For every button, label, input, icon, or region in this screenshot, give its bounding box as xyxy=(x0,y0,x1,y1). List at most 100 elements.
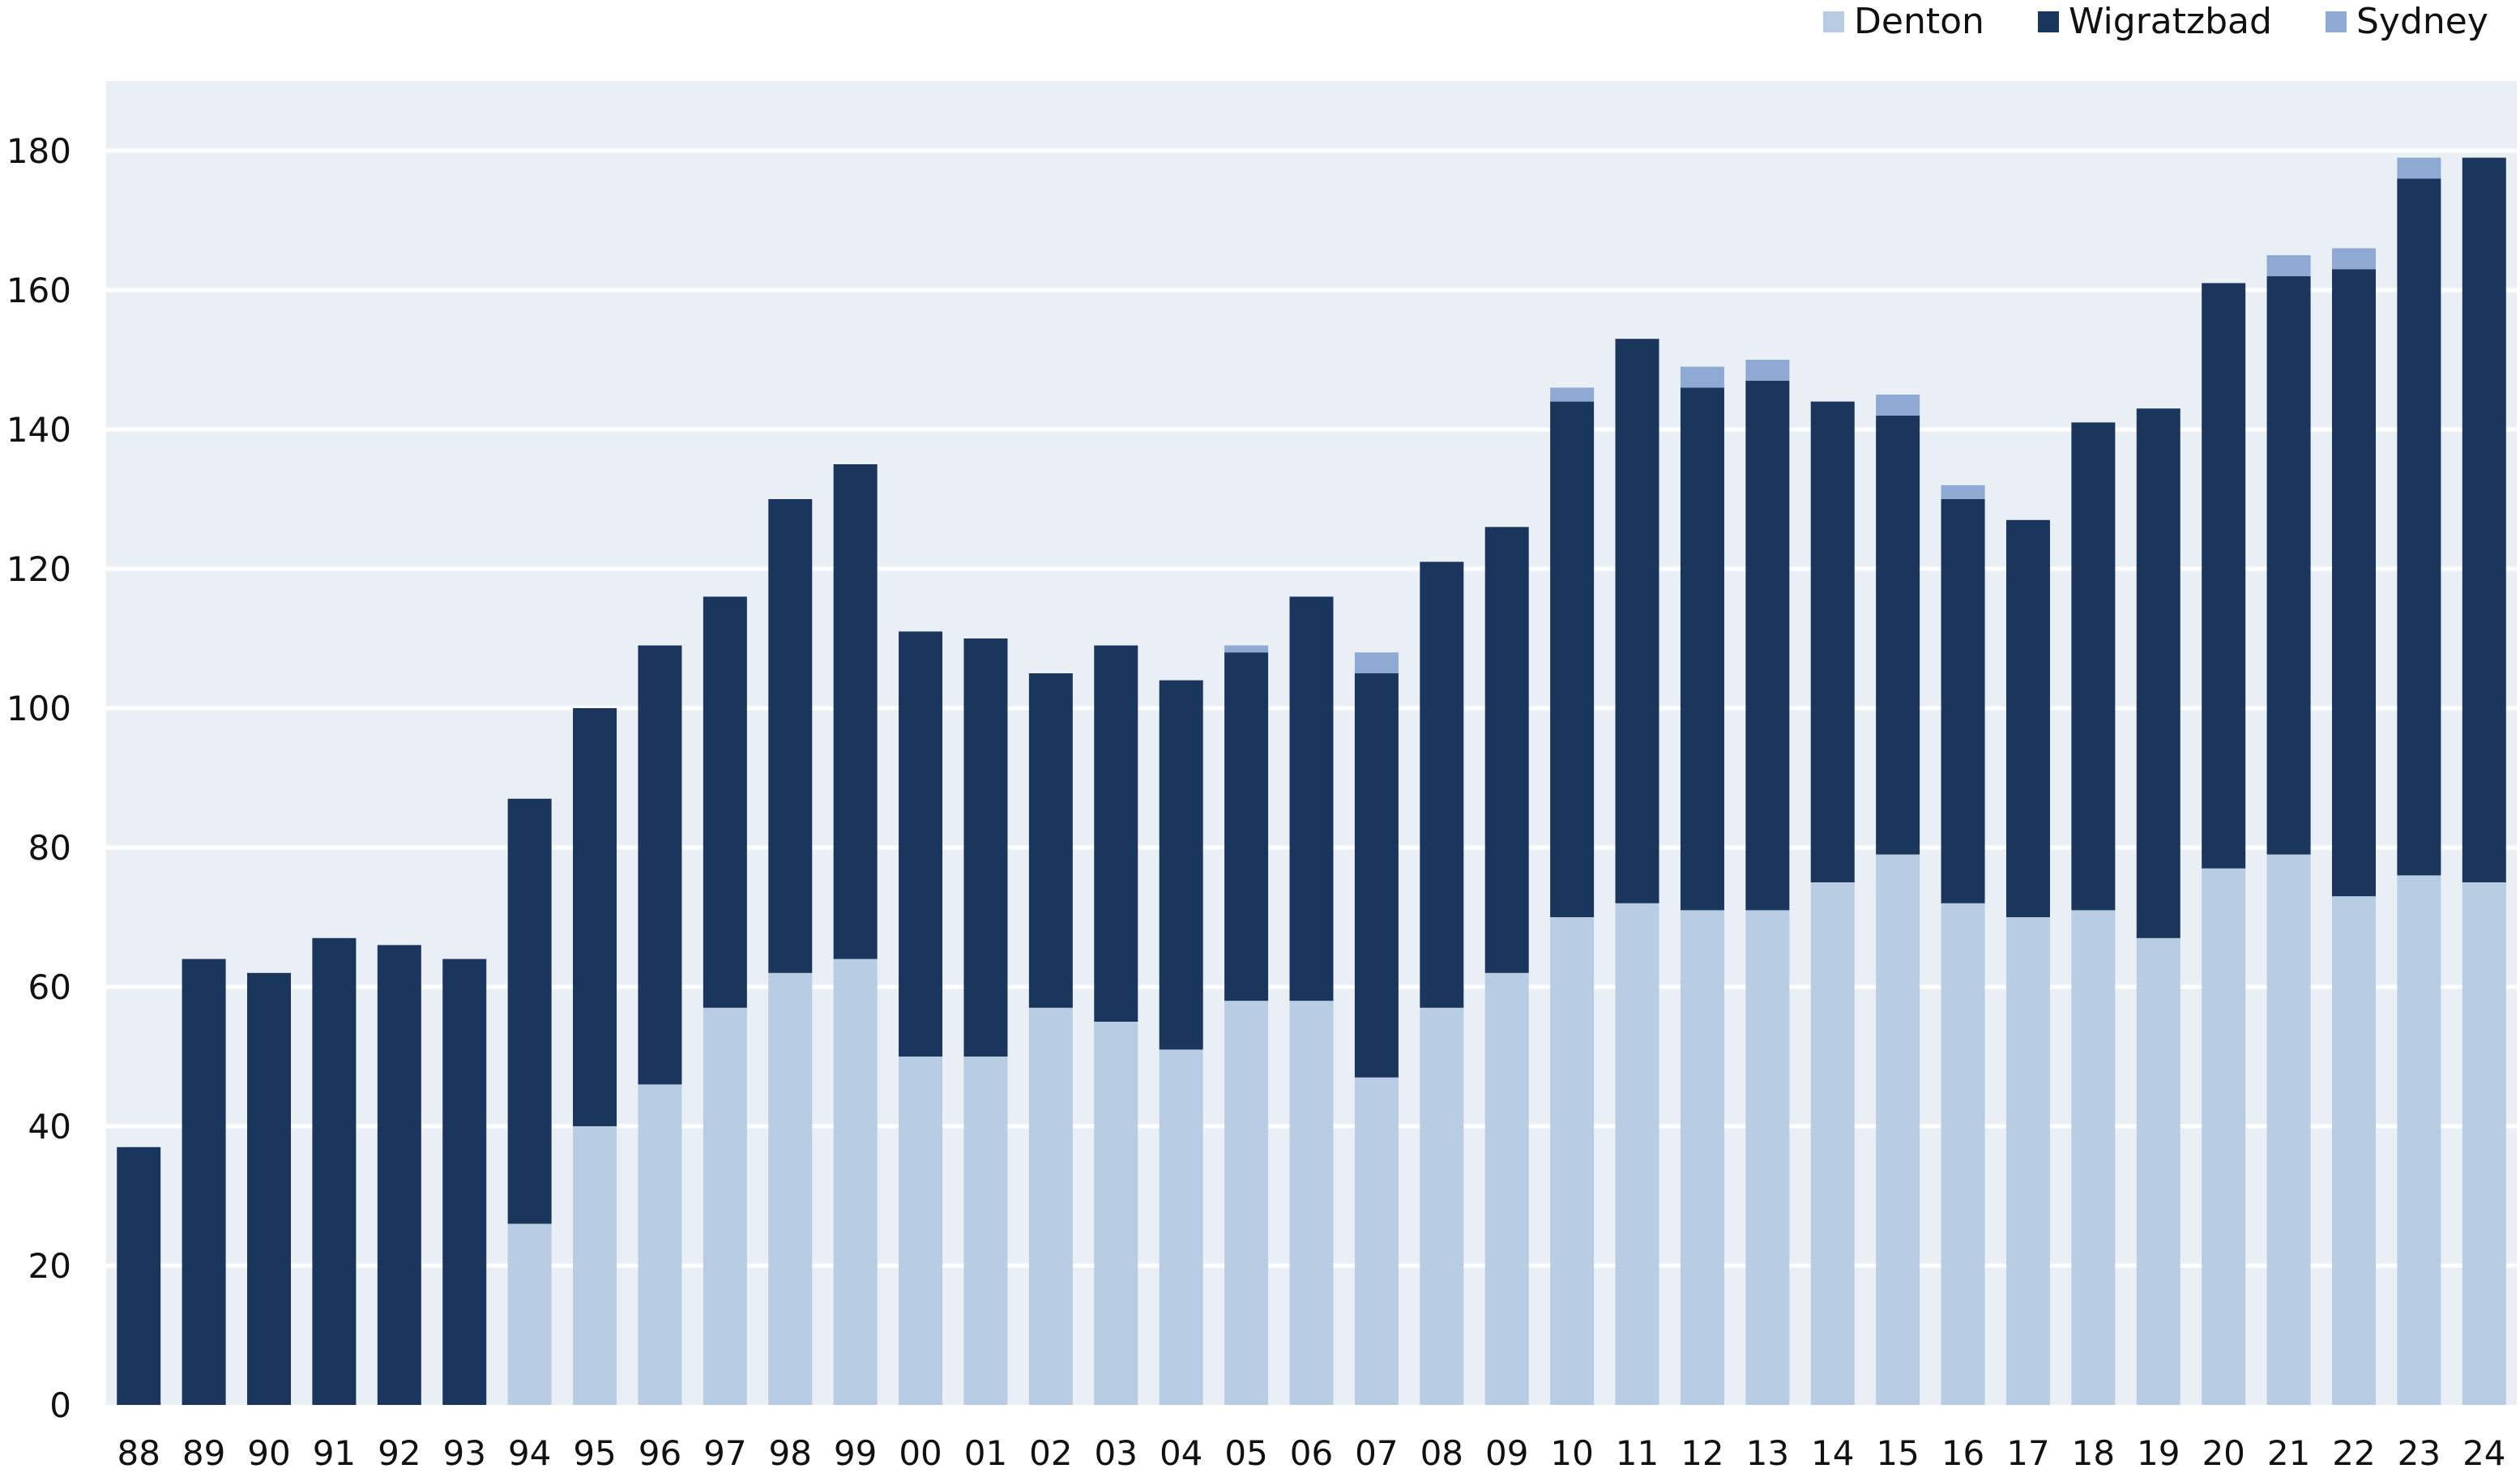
bar-wigratzbad-95 xyxy=(573,708,617,1126)
legend-label: Wigratzbad xyxy=(2069,1,2272,42)
bar-wigratzbad-96 xyxy=(638,645,682,1085)
x-tick-label: 96 xyxy=(639,1433,681,1473)
bar-wigratzbad-03 xyxy=(1094,645,1138,1022)
x-tick-label: 03 xyxy=(1095,1433,1138,1473)
legend-label: Denton xyxy=(1854,1,1984,42)
x-tick-label: 89 xyxy=(182,1433,225,1473)
bar-denton-97 xyxy=(703,1007,747,1405)
y-axis-ticks: 0 20 40 60 80 100 120 140 160 180 xyxy=(6,131,71,1425)
x-tick-label: 99 xyxy=(834,1433,877,1473)
x-tick-label: 11 xyxy=(1616,1433,1659,1473)
bar-denton-19 xyxy=(2136,937,2180,1405)
bar-wigratzbad-24 xyxy=(2462,157,2506,883)
x-tick-label: 94 xyxy=(508,1433,551,1473)
bars xyxy=(117,157,2506,1405)
x-tick-label: 24 xyxy=(2462,1433,2505,1473)
x-tick-label: 10 xyxy=(1550,1433,1593,1473)
x-tick-label: 20 xyxy=(2202,1433,2245,1473)
bar-wigratzbad-12 xyxy=(1680,387,1724,911)
bar-denton-12 xyxy=(1680,910,1724,1405)
y-tick-label: 60 xyxy=(28,967,71,1007)
bar-denton-01 xyxy=(963,1057,1008,1405)
x-tick-label: 88 xyxy=(117,1433,160,1473)
x-tick-label: 97 xyxy=(703,1433,746,1473)
bar-denton-15 xyxy=(1876,854,1920,1405)
x-tick-label: 04 xyxy=(1160,1433,1202,1473)
bar-denton-06 xyxy=(1289,1001,1334,1405)
bar-wigratzbad-91 xyxy=(312,937,357,1405)
y-tick-label: 120 xyxy=(6,549,71,589)
bar-wigratzbad-89 xyxy=(182,959,226,1405)
x-tick-label: 93 xyxy=(443,1433,486,1473)
bar-wigratzbad-21 xyxy=(2266,275,2311,855)
legend-label: Sydney xyxy=(2356,1,2488,42)
bar-wigratzbad-23 xyxy=(2397,178,2441,876)
bar-sydney-13 xyxy=(1745,360,1790,381)
bar-wigratzbad-99 xyxy=(833,464,878,959)
x-tick-label: 01 xyxy=(964,1433,1007,1473)
x-tick-label: 12 xyxy=(1681,1433,1723,1473)
legend-item-wigratzbad: Wigratzbad xyxy=(2038,1,2272,42)
bar-denton-10 xyxy=(1550,917,1595,1405)
bar-denton-99 xyxy=(833,959,878,1405)
bar-wigratzbad-02 xyxy=(1028,673,1073,1008)
bar-wigratzbad-07 xyxy=(1354,673,1399,1078)
x-tick-label: 23 xyxy=(2398,1433,2441,1473)
bar-sydney-07 xyxy=(1354,652,1399,673)
x-tick-label: 95 xyxy=(573,1433,616,1473)
y-tick-label: 140 xyxy=(6,410,71,450)
bar-denton-23 xyxy=(2397,875,2441,1405)
x-tick-label: 00 xyxy=(899,1433,942,1473)
y-tick-label: 180 xyxy=(6,131,71,171)
x-tick-label: 08 xyxy=(1420,1433,1463,1473)
x-tick-label: 21 xyxy=(2267,1433,2310,1473)
bar-denton-98 xyxy=(768,972,813,1405)
bar-denton-95 xyxy=(573,1126,617,1405)
y-tick-label: 20 xyxy=(28,1246,71,1286)
bar-wigratzbad-09 xyxy=(1484,527,1529,973)
bar-denton-21 xyxy=(2266,854,2311,1405)
bar-sydney-05 xyxy=(1224,645,1269,653)
bar-denton-08 xyxy=(1420,1007,1464,1405)
bar-denton-24 xyxy=(2462,882,2506,1405)
bar-wigratzbad-92 xyxy=(377,945,421,1405)
bar-wigratzbad-94 xyxy=(507,798,552,1224)
bar-wigratzbad-01 xyxy=(963,638,1008,1057)
bar-wigratzbad-14 xyxy=(1810,401,1855,883)
x-tick-label: 15 xyxy=(1876,1433,1919,1473)
bar-denton-13 xyxy=(1745,910,1790,1405)
bar-wigratzbad-06 xyxy=(1289,596,1334,1001)
x-tick-label: 02 xyxy=(1029,1433,1072,1473)
bar-wigratzbad-04 xyxy=(1159,680,1203,1050)
bar-sydney-21 xyxy=(2266,255,2311,276)
x-tick-label: 06 xyxy=(1290,1433,1333,1473)
bar-wigratzbad-18 xyxy=(2071,422,2116,911)
legend-swatch xyxy=(2326,11,2347,32)
bar-denton-22 xyxy=(2331,896,2376,1405)
bar-denton-20 xyxy=(2202,868,2246,1405)
bar-wigratzbad-05 xyxy=(1224,652,1269,1001)
bar-wigratzbad-17 xyxy=(2005,519,2050,917)
bar-sydney-22 xyxy=(2331,248,2376,270)
x-tick-label: 09 xyxy=(1485,1433,1528,1473)
bar-wigratzbad-22 xyxy=(2331,269,2376,897)
bar-denton-14 xyxy=(1810,882,1855,1405)
x-tick-label: 18 xyxy=(2072,1433,2115,1473)
bar-wigratzbad-11 xyxy=(1615,339,1659,903)
bar-wigratzbad-19 xyxy=(2136,408,2180,938)
bar-sydney-15 xyxy=(1876,395,1920,416)
bar-denton-16 xyxy=(1941,903,1985,1405)
y-tick-label: 80 xyxy=(28,828,71,868)
bar-sydney-10 xyxy=(1550,387,1595,402)
bar-denton-07 xyxy=(1354,1077,1399,1405)
bar-denton-05 xyxy=(1224,1001,1269,1405)
bar-denton-94 xyxy=(507,1223,552,1405)
x-tick-label: 05 xyxy=(1224,1433,1267,1473)
bar-denton-96 xyxy=(638,1084,682,1405)
y-tick-label: 100 xyxy=(6,689,71,728)
x-tick-label: 14 xyxy=(1811,1433,1854,1473)
x-axis-ticks: 88 89 90 91 92 93 94 95 96 97 98 99 00 01 02 03 04 05 06 07… xyxy=(117,1433,2505,1473)
y-tick-label: 40 xyxy=(28,1107,71,1146)
bar-wigratzbad-08 xyxy=(1420,561,1464,1008)
